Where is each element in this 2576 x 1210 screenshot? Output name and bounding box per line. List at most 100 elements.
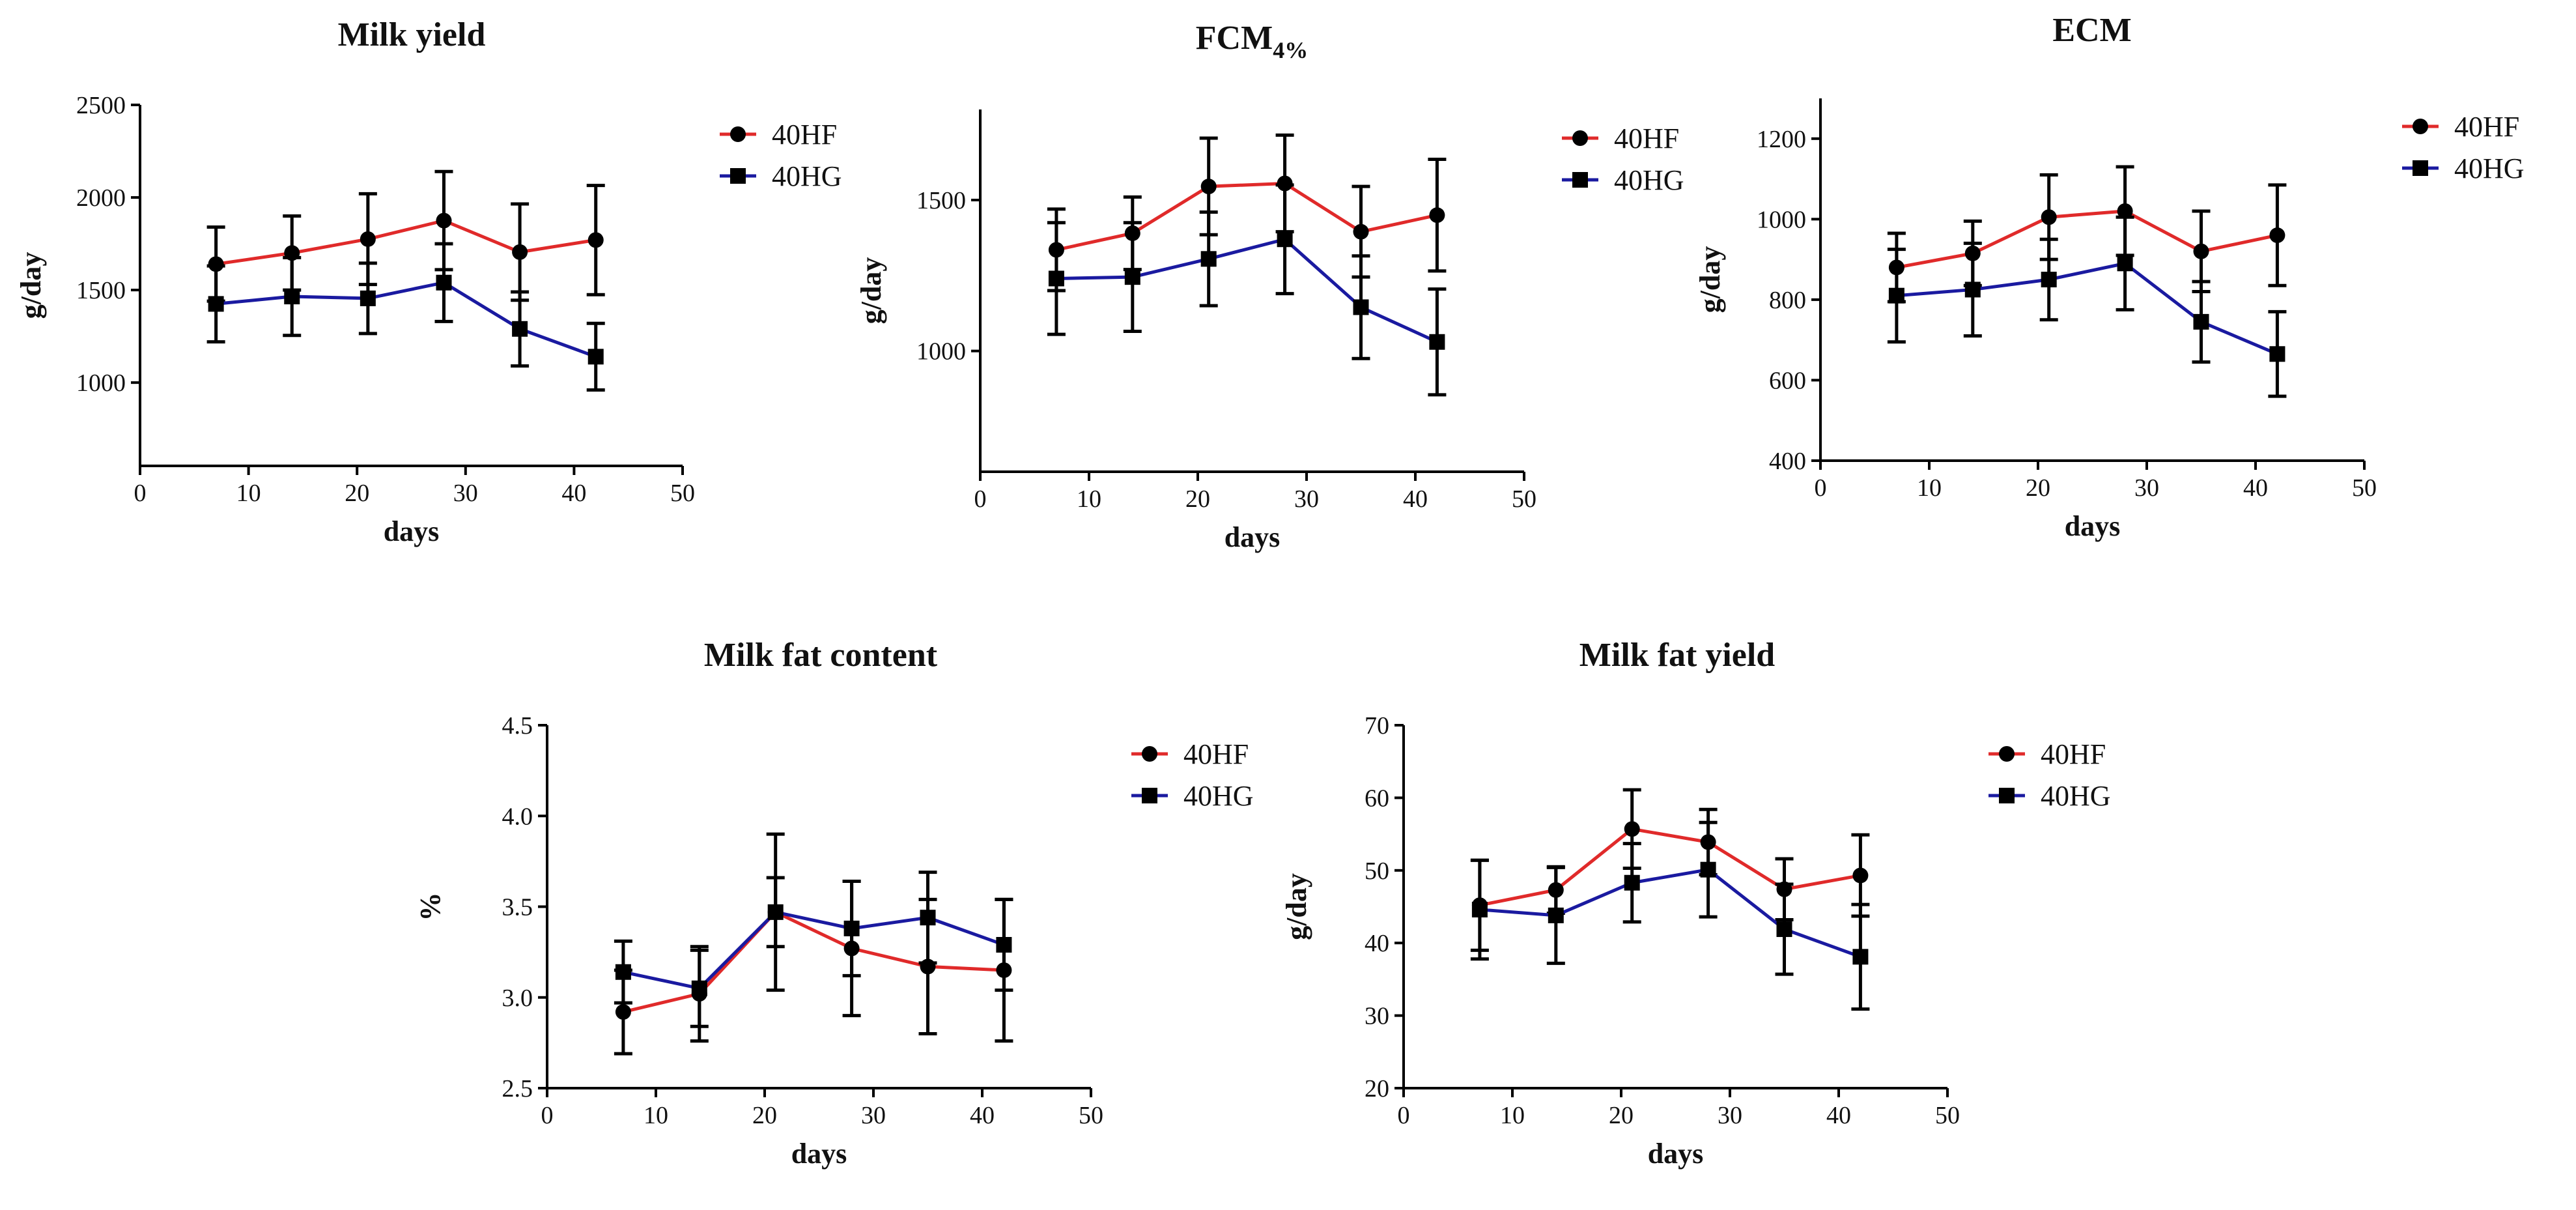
chart-title-subscript: 4% (1273, 37, 1308, 63)
axis-lines (139, 105, 683, 467)
series-40HG (1047, 183, 1447, 397)
chart-title-text: Milk fat yield (1579, 637, 1776, 674)
data-point (1852, 867, 1869, 884)
x-tick-label: 30 (861, 1102, 886, 1129)
y-tick-label: 3.0 (502, 985, 533, 1012)
x-tick-label: 0 (974, 485, 987, 513)
data-point (1048, 270, 1064, 287)
y-tick-label: 1000 (76, 369, 126, 397)
y-tick-label: 2000 (76, 184, 126, 212)
legend-label: 40HG (772, 160, 842, 192)
data-point (436, 212, 452, 229)
y-tick-label: 60 (1365, 785, 1389, 812)
data-point (996, 936, 1012, 953)
chart-title: Milk fat yield (1579, 637, 1776, 674)
data-point (2117, 203, 2133, 219)
data-point (360, 290, 376, 306)
chart-panel-1: Milk yield 0 10 20 30 40 50 1000 1500 2000 2500 day… (15, 16, 842, 547)
series-line (1896, 261, 2278, 356)
legend-marker (1572, 172, 1588, 188)
x-tick-label: 30 (2134, 474, 2159, 502)
series-line (1479, 827, 1861, 907)
x-tick-label: 10 (236, 480, 261, 507)
legend-label: 40HF (2041, 738, 2106, 770)
data-point (1964, 281, 1981, 298)
y-tick-label: 1500 (916, 187, 966, 214)
data-point (1124, 269, 1140, 285)
x-tick-label: 30 (1294, 485, 1319, 513)
y-tick-label: 4.5 (502, 712, 533, 740)
series-40HF (1470, 788, 1870, 952)
series-line (623, 910, 1004, 1014)
y-tick-label: 600 (1769, 367, 1806, 394)
chart-panel-3: ECM 0 10 20 30 40 50 400 600 800 1000 1200 days g/day… (1694, 12, 2525, 542)
data-point (512, 321, 528, 337)
data-point (284, 289, 300, 305)
y-tick-label: 1500 (76, 277, 126, 304)
legend-marker (1999, 788, 2015, 803)
chart-title: Milk yield (338, 16, 486, 53)
legend-entry-40HF: 40HF (1989, 738, 2106, 770)
x-tick-label: 40 (561, 480, 586, 507)
x-tick-label: 30 (1718, 1102, 1742, 1129)
series-line (1896, 209, 2278, 269)
x-tick-label: 50 (1935, 1102, 1960, 1129)
series-40HF (206, 169, 605, 303)
y-tick-label: 400 (1769, 448, 1806, 475)
x-tick-label: 0 (1398, 1102, 1410, 1129)
x-tick-label: 40 (1403, 485, 1428, 513)
data-point (691, 980, 707, 996)
x-tick-label: 50 (1079, 1102, 1103, 1129)
axis-lines (546, 725, 1091, 1089)
x-tick-label: 20 (1185, 485, 1210, 513)
legend-label: 40HG (2454, 152, 2525, 184)
data-point (587, 232, 604, 248)
series-line (1479, 868, 1861, 958)
data-point (2193, 243, 2209, 259)
legend-label: 40HG (1614, 164, 1684, 196)
series-line (623, 910, 1005, 990)
chart-title-text: ECM (2052, 12, 2131, 49)
legend-entry-40HG: 40HG (1989, 780, 2111, 812)
y-tick-label: 40 (1365, 930, 1389, 957)
x-tick-label: 30 (453, 480, 478, 507)
y-tick-label: 3.5 (502, 894, 533, 921)
series-40HF (1887, 165, 2287, 304)
series-40HG (614, 871, 1013, 1028)
legend-entry-40HF: 40HF (1562, 122, 1679, 154)
x-axis-label: days (791, 1138, 847, 1170)
legend-entry-40HG: 40HG (2402, 152, 2525, 184)
legend-marker (1572, 130, 1588, 146)
series-line (216, 281, 597, 358)
data-point (2041, 209, 2057, 225)
series-line (1056, 181, 1437, 252)
data-point (1353, 299, 1369, 315)
data-point (1429, 207, 1445, 223)
data-point (1548, 907, 1564, 923)
legend-marker (1142, 746, 1157, 762)
chart-panel-2: FCM4% 0 10 20 30 40 50 1000 1500 days g/day 40HF 40H… (855, 20, 1684, 553)
x-tick-label: 10 (1077, 485, 1101, 513)
series-40HF (614, 832, 1013, 1056)
y-tick-label: 800 (1769, 287, 1806, 314)
data-point (2041, 272, 2057, 287)
x-tick-label: 0 (1815, 474, 1827, 502)
series-line (1056, 237, 1438, 344)
legend-marker (1142, 788, 1157, 803)
legend-entry-40HF: 40HF (720, 119, 837, 151)
data-point (208, 296, 224, 312)
legend-entry-40HG: 40HG (1562, 164, 1684, 196)
data-point (843, 920, 860, 936)
data-point (208, 256, 224, 272)
legend-label: 40HF (2454, 111, 2519, 143)
y-tick-label: 20 (1365, 1075, 1389, 1102)
x-tick-label: 40 (970, 1102, 995, 1129)
legend-entry-40HF: 40HF (1131, 738, 1249, 770)
x-tick-label: 20 (1609, 1102, 1634, 1129)
x-tick-label: 40 (1826, 1102, 1851, 1129)
legend-marker (730, 168, 746, 184)
data-point (2269, 346, 2286, 362)
chart-title: FCM4% (1196, 20, 1308, 63)
data-point (920, 910, 936, 926)
